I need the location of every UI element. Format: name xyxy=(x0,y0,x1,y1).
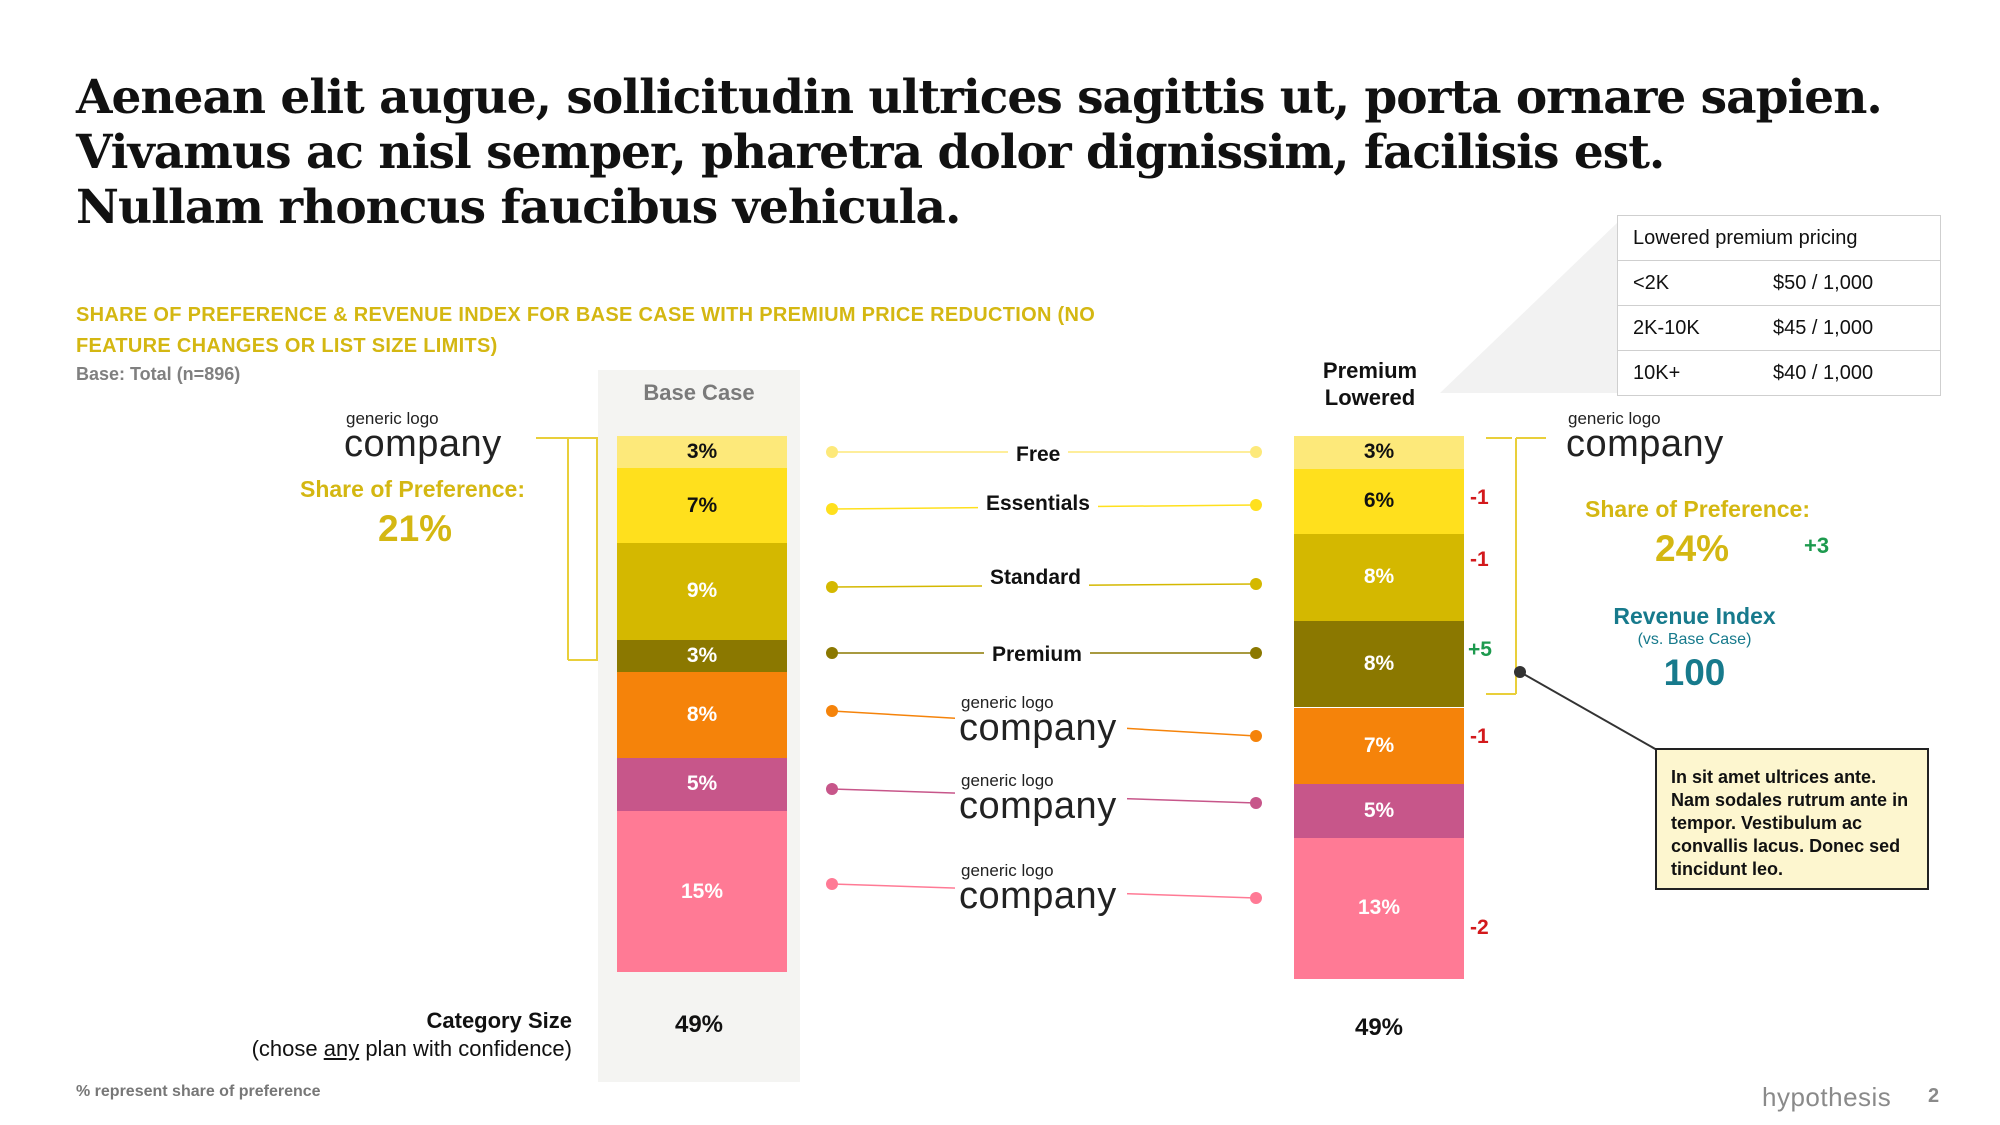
page-number: 2 xyxy=(1928,1085,1940,1107)
logo-small-text: generic logo xyxy=(346,409,439,428)
right-sop-label: Share of Preference: xyxy=(1585,496,1810,522)
pricing-wedge xyxy=(1440,223,1617,393)
premium-lowered-header-line-1: Premium xyxy=(1322,358,1418,383)
category-size-sub-pre: (chose xyxy=(251,1036,324,1061)
delta-company-3: -2 xyxy=(1470,916,1489,939)
chart-subtitle-line-2: FEATURE CHANGES OR LIST SIZE LIMITS) xyxy=(76,335,498,357)
left-sop-label: Share of Preference: xyxy=(300,476,525,502)
logo-big-text: company xyxy=(1566,423,1724,465)
pricing-tier: 10K+ xyxy=(1617,350,1758,396)
logo-big-text: company xyxy=(344,423,502,465)
logo-small-text: generic logo xyxy=(961,693,1054,712)
right-company-logo: generic logo company xyxy=(1566,410,1724,463)
bar-segment-company-1: 7% xyxy=(1294,707,1464,784)
revenue-index-sub: (vs. Base Case) xyxy=(1637,631,1752,648)
category-size-sub: (chose any plan with confidence) xyxy=(200,1036,572,1062)
bar-segment-premium: 8% xyxy=(1294,620,1464,708)
right-sop-delta: +3 xyxy=(1804,533,1830,558)
bar-segment-essentials: 7% xyxy=(617,468,787,544)
pricing-row: 10K+ $40 / 1,000 xyxy=(1617,350,1941,396)
callout-pointer xyxy=(1519,671,1658,751)
callout-pointer-dot xyxy=(1514,666,1526,678)
chart-subtitle: SHARE OF PREFERENCE & REVENUE INDEX FOR … xyxy=(76,300,1176,362)
delta-essentials: -1 xyxy=(1470,486,1489,509)
headline: Aenean elit augue, sollicitudin ultrices… xyxy=(76,70,1883,235)
bar-segment-premium: 3% xyxy=(617,639,787,672)
revenue-index-value: 100 xyxy=(1663,652,1726,693)
bar-segment-company-3: 15% xyxy=(617,811,787,972)
pricing-row: 2K-10K $45 / 1,000 xyxy=(1617,305,1941,351)
category-size-sub-emphasis: any xyxy=(323,1036,360,1061)
footer-note: % represent share of preference xyxy=(76,1083,321,1100)
category-size-label: Category Size xyxy=(426,1008,573,1033)
pricing-tier: 2K-10K xyxy=(1617,305,1758,351)
logo-big-text: company xyxy=(959,875,1117,917)
left-company-logo: generic logo company xyxy=(344,410,502,463)
base-note: Base: Total (n=896) xyxy=(76,364,241,384)
bar-segment-company-3: 13% xyxy=(1294,837,1464,979)
bar-segment-company-2: 5% xyxy=(617,757,787,812)
logo-small-text: generic logo xyxy=(961,771,1054,790)
bar-segment-free: 3% xyxy=(1294,436,1464,469)
bar-segment-standard: 9% xyxy=(617,543,787,640)
premium-lowered-header: Premium Lowered xyxy=(1290,357,1450,411)
bar-segment-company-2: 5% xyxy=(1294,783,1464,838)
premium-lowered-header-line-2: Lowered xyxy=(1324,385,1416,410)
base-case-header: Base Case xyxy=(643,380,755,405)
chart-subtitle-line-1: SHARE OF PREFERENCE & REVENUE INDEX FOR … xyxy=(76,304,1096,326)
tier-label-essentials: Essentials xyxy=(978,492,1098,516)
headline-line-2: Vivamus ac nisl semper, pharetra dolor d… xyxy=(76,125,1665,180)
headline-line-3: Nullam rhoncus faucibus vehicula. xyxy=(76,180,961,235)
callout-box: In sit amet ultrices ante. Nam sodales r… xyxy=(1655,748,1929,890)
pricing-table: Lowered premium pricing <2K $50 / 1,000 … xyxy=(1617,215,1941,396)
brand-logo: hypothesis xyxy=(1762,1082,1892,1112)
tier-label-free: Free xyxy=(1008,443,1069,467)
base-case-bar: 3% 7% 9% 3% 8% 5% 15% xyxy=(617,436,787,972)
bar-segment-standard: 8% xyxy=(1294,533,1464,621)
base-case-total: 49% xyxy=(674,1011,724,1038)
left-company-bracket xyxy=(536,437,598,661)
bar-segment-company-1: 8% xyxy=(617,671,787,758)
delta-standard: -1 xyxy=(1470,548,1489,571)
headline-line-1: Aenean elit augue, sollicitudin ultrices… xyxy=(76,70,1883,125)
right-sop-value: 24% xyxy=(1655,528,1730,569)
pricing-tier: <2K xyxy=(1617,260,1758,306)
tier-label-standard: Standard xyxy=(982,566,1090,590)
pricing-price: $40 / 1,000 xyxy=(1758,350,1941,396)
category-size-sub-post: plan with confidence) xyxy=(359,1036,572,1061)
bar-segment-free: 3% xyxy=(617,436,787,469)
left-sop-value: 21% xyxy=(378,508,453,549)
delta-premium: +5 xyxy=(1468,638,1492,661)
logo-small-text: generic logo xyxy=(961,861,1054,880)
pricing-price: $45 / 1,000 xyxy=(1758,305,1941,351)
tier-label-premium: Premium xyxy=(984,643,1090,667)
bar-segment-essentials: 6% xyxy=(1294,468,1464,534)
company-logo-2: generic logo company xyxy=(955,772,1127,825)
premium-lowered-bar: 3% 6% 8% 8% 7% 5% 13% xyxy=(1294,436,1464,979)
revenue-index-label: Revenue Index xyxy=(1613,603,1776,629)
company-logo-3: generic logo company xyxy=(955,862,1127,915)
logo-small-text: generic logo xyxy=(1568,409,1661,428)
delta-company-1: -1 xyxy=(1470,725,1489,748)
premium-lowered-total: 49% xyxy=(1354,1014,1404,1041)
logo-big-text: company xyxy=(959,707,1117,749)
logo-big-text: company xyxy=(959,785,1117,827)
company-logo-1: generic logo company xyxy=(955,694,1127,747)
